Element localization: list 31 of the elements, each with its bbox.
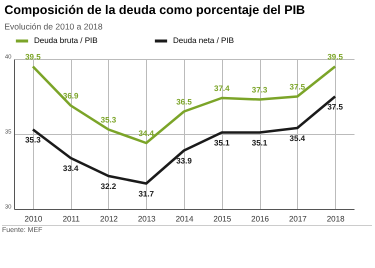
data-label: 36.9 [62,92,79,100]
chart-subtitle: Evolución de 2010 a 2018 [4,22,103,32]
data-label: 37.4 [214,84,230,93]
data-label: 35.4 [290,134,306,143]
data-label: 35.1 [214,138,230,148]
data-label: 35.3 [100,116,117,124]
data-label: 37.3 [252,86,268,94]
data-label: 33.4 [62,164,79,173]
data-label: 35.1 [252,138,268,148]
data-label: 32.2 [100,182,117,191]
data-label: 36.5 [176,98,192,106]
x-tick-label: 2015 [213,214,232,224]
chart-title: Composición de la deuda como porcentaje del PIB [4,3,306,17]
x-tick-label: 2012 [100,214,118,224]
x-tick-label: 2018 [326,214,346,224]
data-label: 31.7 [138,190,155,198]
legend-label: Deuda bruta / PIB [34,36,98,45]
data-label: 33.9 [176,156,192,166]
data-label: 39.5 [327,52,344,62]
x-tick-label: 2013 [138,214,156,224]
x-tick-label: 2017 [288,214,308,224]
data-label: 37.5 [327,102,344,112]
data-label: 39.5 [25,52,42,62]
x-tick-label: 2014 [176,214,194,224]
x-tick-label: 2011 [62,214,80,224]
data-label: 34.4 [138,129,155,138]
data-label: 35.3 [25,136,42,144]
data-label: 37.5 [290,82,306,92]
x-tick-label: 2010 [24,214,43,224]
x-tick-label: 2016 [251,214,270,224]
legend-label: Deuda neta / PIB [173,36,234,45]
